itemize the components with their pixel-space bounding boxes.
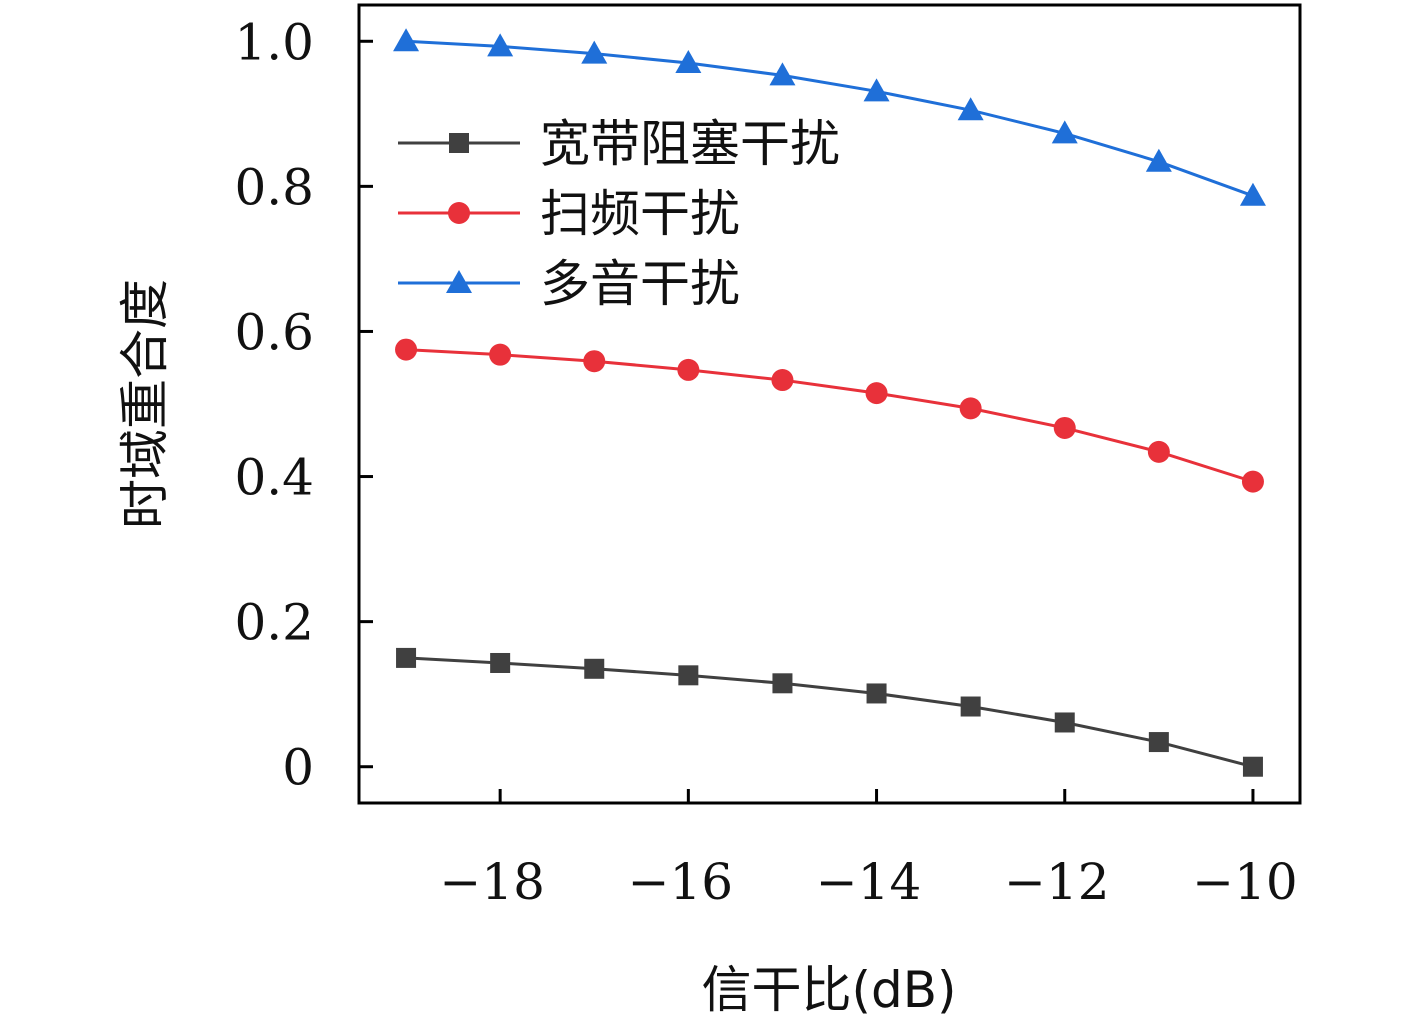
data-point bbox=[863, 78, 890, 102]
y-tick-label: 0.4 bbox=[234, 449, 314, 507]
y-tick-label: 0.6 bbox=[234, 303, 314, 361]
plot-frame bbox=[357, 3, 1302, 805]
series-3 bbox=[393, 28, 1266, 206]
data-point bbox=[675, 50, 702, 74]
y-axis-title: 时域重合度 bbox=[116, 279, 174, 529]
data-point bbox=[866, 683, 887, 704]
data-point bbox=[677, 358, 700, 381]
data-point bbox=[865, 382, 888, 405]
data-point bbox=[583, 350, 606, 373]
series-line bbox=[405, 656, 1254, 769]
data-point bbox=[490, 652, 511, 673]
data-point bbox=[395, 338, 418, 361]
data-point bbox=[772, 673, 793, 694]
data-point bbox=[1148, 732, 1169, 753]
series-1 bbox=[396, 647, 1263, 777]
legend-item: 扫频干扰 bbox=[398, 185, 740, 243]
data-point bbox=[1147, 440, 1170, 463]
data-point bbox=[581, 40, 608, 64]
data-point bbox=[489, 343, 512, 366]
data-point bbox=[1145, 148, 1172, 172]
data-point bbox=[1241, 470, 1264, 493]
series-2 bbox=[395, 338, 1264, 493]
data-point bbox=[584, 658, 605, 679]
y-tick-label: 0.8 bbox=[234, 158, 314, 216]
series-line bbox=[405, 348, 1254, 484]
data-point bbox=[960, 696, 981, 717]
x-axis-title: 信干比(dB) bbox=[701, 961, 956, 1019]
series-line bbox=[405, 39, 1254, 198]
data-point bbox=[1051, 120, 1078, 144]
legend-item: 宽带阻塞干扰 bbox=[398, 115, 840, 173]
data-point bbox=[1242, 756, 1263, 777]
legend-marker bbox=[448, 202, 470, 224]
legend-marker bbox=[449, 133, 469, 153]
data-point bbox=[393, 28, 420, 52]
data-point bbox=[1054, 712, 1075, 733]
legend-marker bbox=[446, 270, 472, 293]
legend-item: 多音干扰 bbox=[398, 255, 740, 313]
data-point bbox=[487, 33, 514, 57]
data-point bbox=[959, 397, 982, 420]
y-tick-label: 0 bbox=[282, 739, 314, 797]
data-point bbox=[957, 97, 984, 121]
data-point bbox=[771, 369, 794, 392]
x-axis: −18 −16 −14 −12 −10 bbox=[439, 789, 1298, 911]
data-point bbox=[678, 665, 699, 686]
x-tick-label: −12 bbox=[1004, 853, 1110, 911]
series-layer bbox=[393, 28, 1266, 777]
legend-label: 宽带阻塞干扰 bbox=[540, 115, 840, 173]
x-tick-label: −10 bbox=[1192, 853, 1298, 911]
y-tick-label: 1.0 bbox=[234, 13, 314, 71]
y-tick-label: 0.2 bbox=[234, 594, 314, 652]
y-axis: 0 0.2 0.4 0.6 0.8 1.0 bbox=[234, 13, 373, 797]
data-point bbox=[1239, 182, 1266, 206]
x-tick-label: −14 bbox=[816, 853, 922, 911]
x-tick-label: −16 bbox=[628, 853, 734, 911]
legend-label: 多音干扰 bbox=[540, 255, 740, 313]
x-tick-label: −18 bbox=[439, 853, 545, 911]
data-point bbox=[1053, 416, 1076, 439]
data-point bbox=[769, 62, 796, 86]
data-point bbox=[396, 647, 417, 668]
legend-label: 扫频干扰 bbox=[540, 185, 740, 243]
